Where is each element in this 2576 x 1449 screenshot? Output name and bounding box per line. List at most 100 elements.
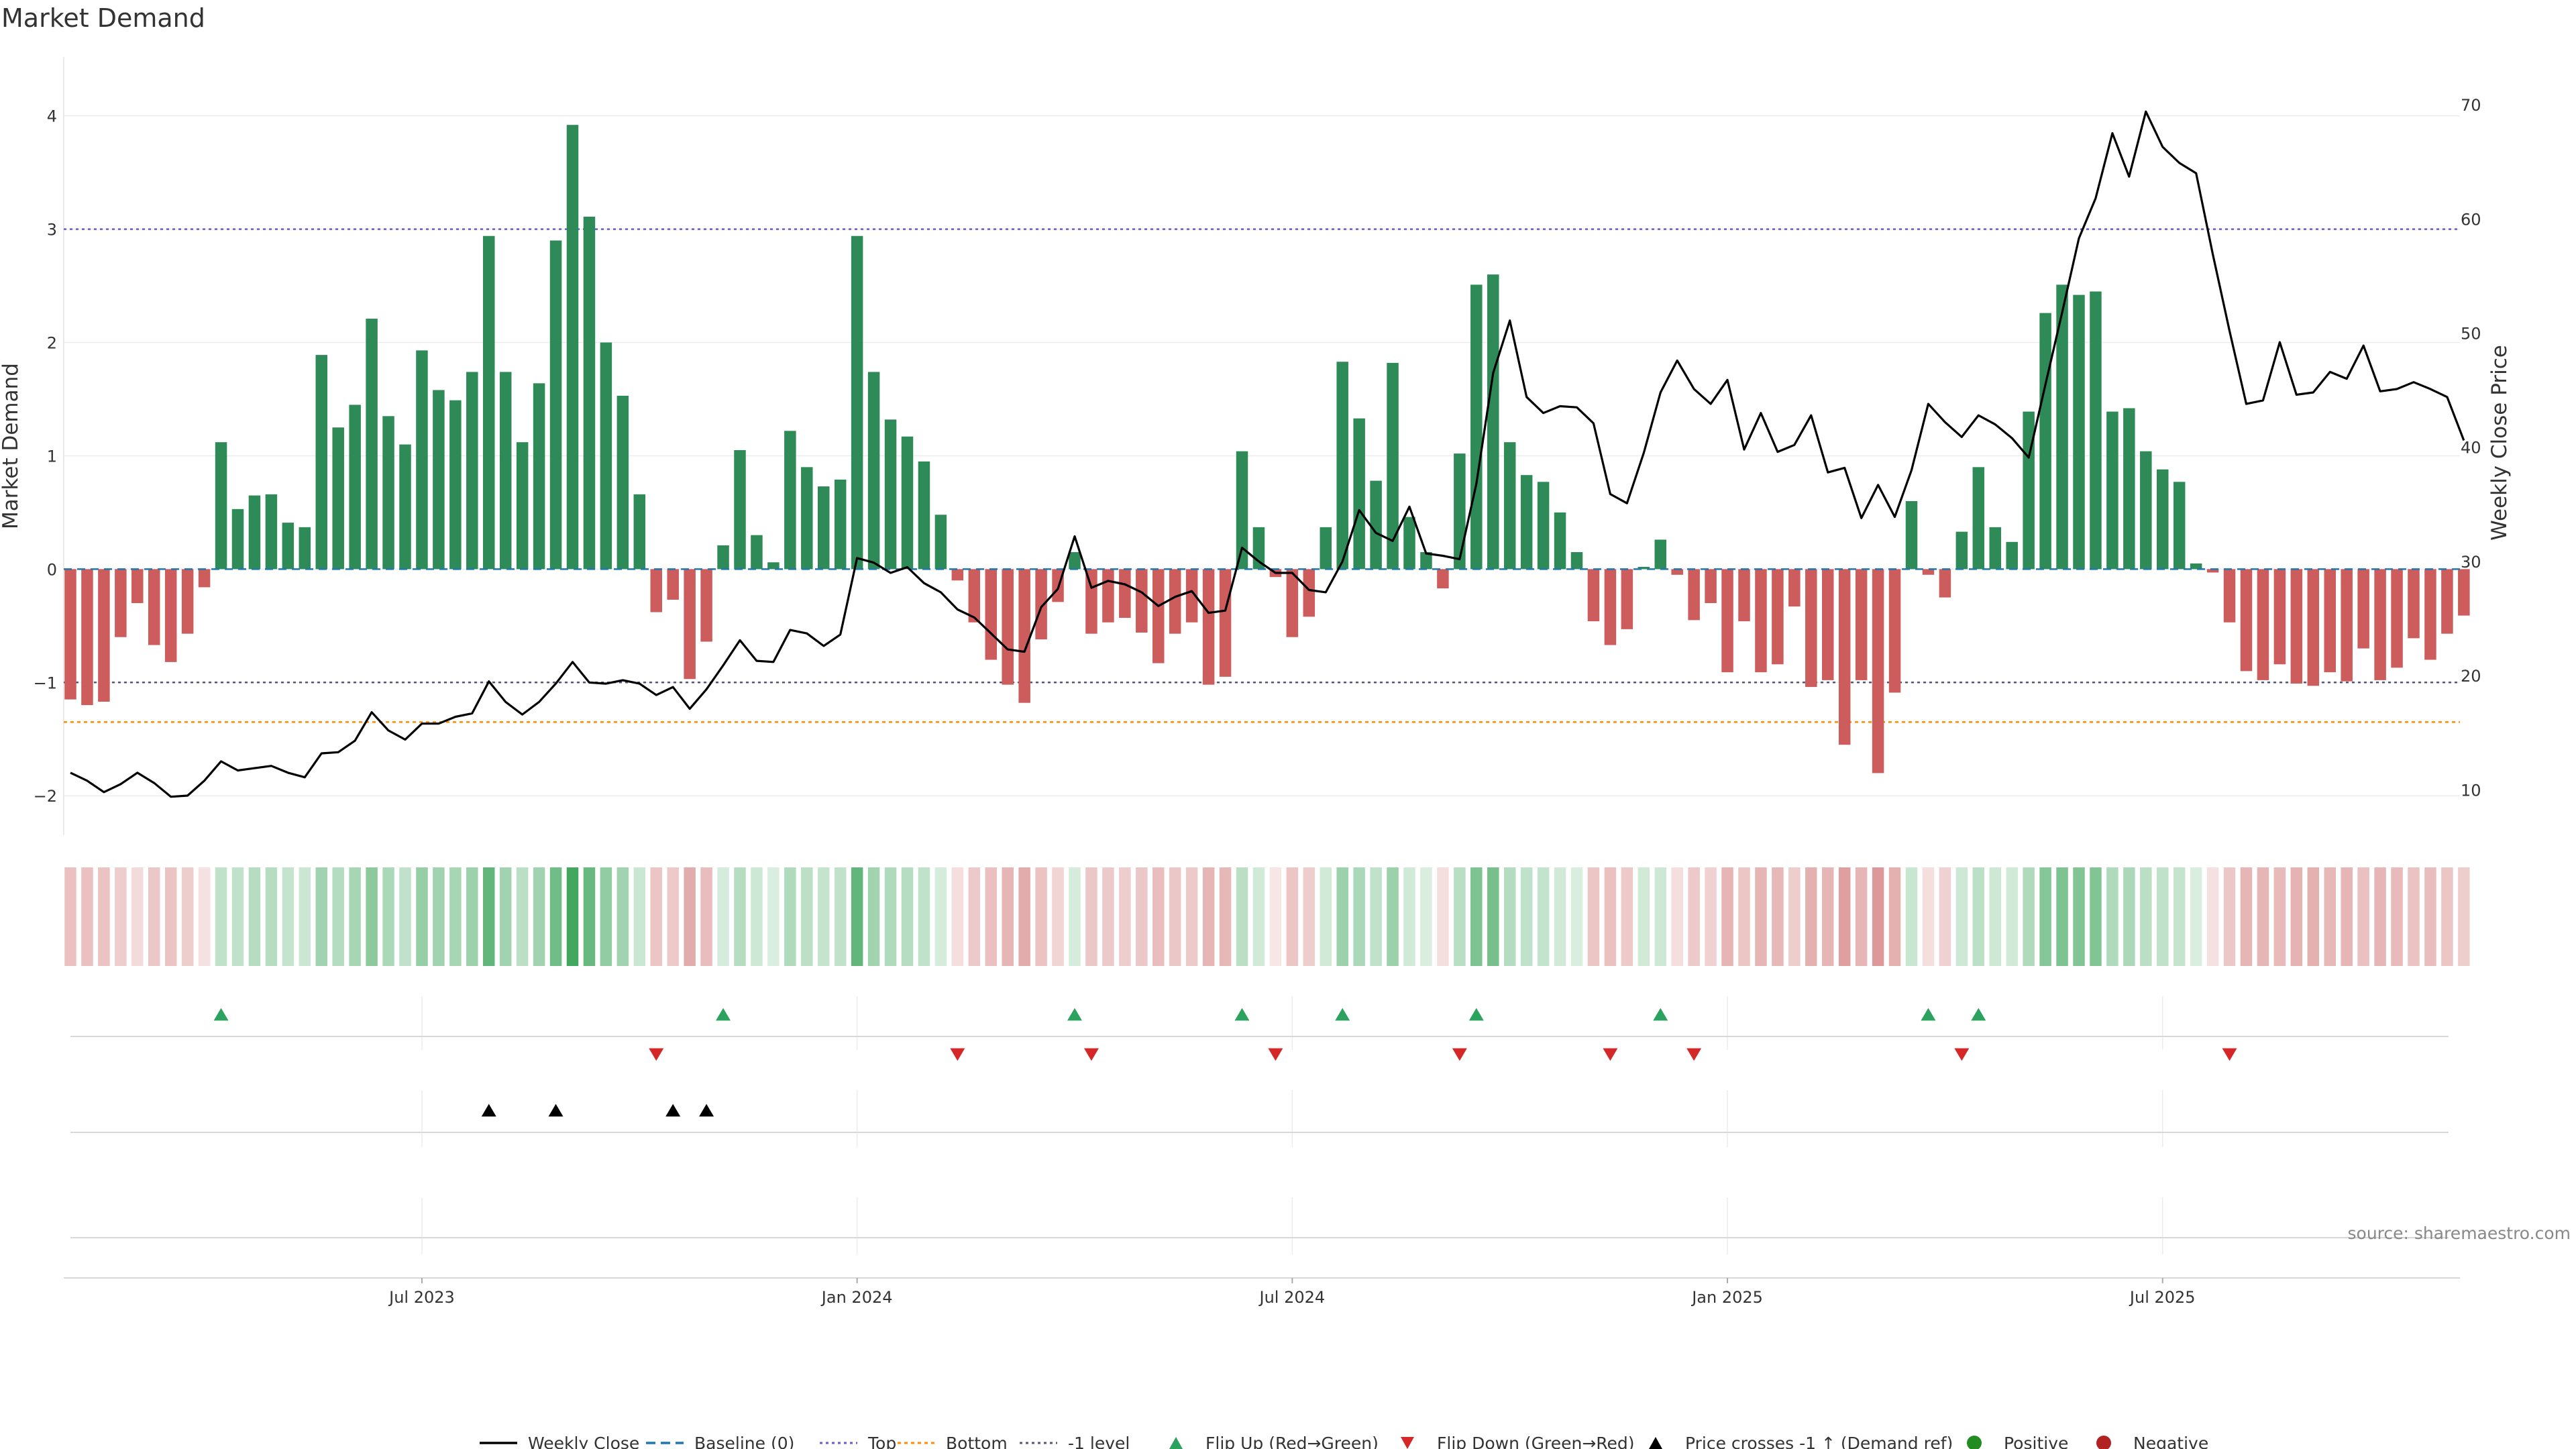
demand-bar — [600, 342, 612, 570]
heat-cell — [717, 867, 729, 966]
demand-bar — [1320, 527, 1332, 570]
heat-cell — [1136, 867, 1148, 966]
demand-bar — [549, 240, 562, 570]
heat-cell — [1838, 867, 1851, 966]
demand-bar — [717, 545, 729, 570]
heat-cell — [2290, 867, 2303, 966]
demand-bar — [1671, 569, 1683, 575]
heat-cell — [918, 867, 930, 966]
heat-cell — [1587, 867, 1600, 966]
demand-bar — [1805, 569, 1817, 688]
heat-cell — [198, 867, 211, 966]
demand-bar — [131, 569, 144, 604]
demand-bar — [366, 319, 378, 570]
demand-bar — [1822, 569, 1834, 680]
flip-down-marker — [2222, 1048, 2237, 1061]
demand-bar — [2324, 569, 2336, 673]
legend-swatch-cross — [1649, 1437, 1662, 1449]
demand-bar — [1370, 480, 1382, 570]
heat-cell — [1554, 867, 1566, 966]
heat-cell — [1487, 867, 1499, 966]
demand-bar — [1705, 569, 1717, 604]
legend-swatch-negative — [2096, 1436, 2111, 1449]
demand-bar — [583, 217, 596, 570]
heat-cell — [1621, 867, 1633, 966]
demand-bar — [616, 395, 629, 570]
heat-cell — [215, 867, 227, 966]
heat-cell — [1470, 867, 1483, 966]
y-tick-label: 1 — [47, 447, 57, 466]
heat-cell — [801, 867, 813, 966]
y2-tick-label: 20 — [2461, 667, 2481, 686]
demand-bar — [115, 569, 127, 637]
heat-cell — [315, 867, 327, 966]
legend-item: Positive — [1967, 1434, 2068, 1449]
legend-label: Top — [867, 1434, 896, 1449]
heat-cell — [784, 867, 796, 966]
demand-bar — [2206, 569, 2219, 573]
heat-cell — [231, 867, 244, 966]
heat-cell — [1085, 867, 1097, 966]
flip-down-marker — [1083, 1048, 1099, 1061]
heat-cell — [1520, 867, 1533, 966]
heat-cell — [549, 867, 562, 966]
demand-bar — [2240, 569, 2253, 672]
demand-bar — [1838, 569, 1851, 745]
heat-cell — [751, 867, 763, 966]
heat-cell — [1152, 867, 1165, 966]
heat-cell — [115, 867, 127, 966]
x-tick-label: Jul 2025 — [2129, 1288, 2196, 1307]
heat-cell — [1102, 867, 1114, 966]
heat-cell — [433, 867, 445, 966]
demand-bar — [767, 562, 780, 570]
heat-cell — [483, 867, 495, 966]
heat-cell — [1069, 867, 1081, 966]
flip-up-marker — [1468, 1008, 1484, 1021]
demand-bar — [231, 508, 244, 570]
legend-label: Baseline (0) — [694, 1434, 794, 1449]
heat-cell — [968, 867, 981, 966]
heat-cell — [2408, 867, 2420, 966]
demand-bar — [299, 527, 311, 570]
demand-bar — [98, 569, 110, 702]
demand-bar — [399, 444, 411, 570]
legend-label: Weekly Close — [528, 1434, 639, 1449]
heat-cell — [1822, 867, 1834, 966]
heat-cell — [633, 867, 646, 966]
demand-bar — [2039, 313, 2051, 570]
weekly-close-line — [70, 110, 2465, 798]
demand-bar — [2006, 541, 2018, 570]
demand-bar — [985, 569, 997, 660]
heat-cell — [499, 867, 512, 966]
flip-up-marker — [1234, 1008, 1250, 1021]
price-cross-marker — [548, 1104, 564, 1117]
demand-bar — [851, 235, 863, 570]
flip-up-marker — [1921, 1008, 1936, 1021]
demand-bar — [650, 569, 662, 612]
demand-heat-strip — [64, 867, 2470, 966]
demand-bar — [533, 383, 545, 570]
demand-bar — [2458, 569, 2470, 616]
heat-cell — [1420, 867, 1432, 966]
demand-bar — [951, 569, 964, 581]
chart-title: Market Demand — [1, 3, 205, 33]
heat-cell — [1286, 867, 1299, 966]
demand-bar — [1169, 569, 1181, 634]
legend-label: Bottom — [946, 1434, 1008, 1449]
demand-bar — [566, 125, 579, 570]
demand-bar — [1152, 569, 1165, 663]
heat-cell — [131, 867, 144, 966]
demand-bar — [2408, 569, 2420, 639]
flip-down-marker — [1452, 1048, 1467, 1061]
heat-cell — [516, 867, 529, 966]
price-line-group — [70, 110, 2465, 798]
heat-cell — [1236, 867, 1248, 966]
demand-bar — [2441, 569, 2453, 634]
demand-bar — [1621, 569, 1633, 629]
heat-cell — [650, 867, 662, 966]
x-axis-ticks: Jul 2023 Jan 2024 Jul 2024 Jan 2025 Jul 2025 — [64, 1277, 2460, 1307]
demand-bar — [2307, 569, 2320, 686]
demand-bar — [1303, 569, 1316, 617]
demand-bar — [1353, 418, 1365, 570]
demand-bar — [1119, 569, 1131, 619]
